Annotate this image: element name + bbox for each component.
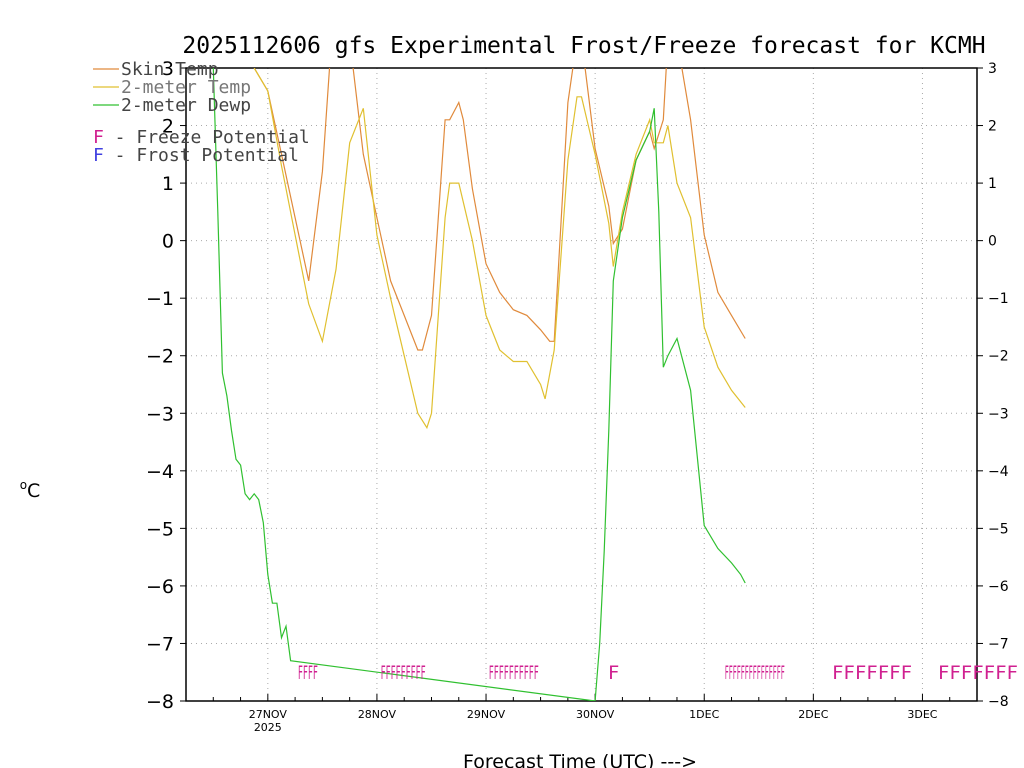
freeze-marker-group: FFFFFFFFF xyxy=(381,662,426,684)
y-tick-label-right: −5 xyxy=(988,521,1009,537)
y-tick-label-right: −4 xyxy=(988,464,1009,480)
y-tick-label-left: −7 xyxy=(146,633,174,655)
y-tick-label-left: −2 xyxy=(146,346,174,368)
legend-label: 2-meter Dewp xyxy=(121,95,251,116)
freeze-marker-group: FFFFFFFFFF xyxy=(489,662,539,684)
y-axis-unit-letter: C xyxy=(27,480,40,502)
y-tick-label-right: −8 xyxy=(988,694,1009,710)
chart-title: 2025112606 gfs Experimental Frost/Freeze… xyxy=(182,33,985,59)
x-tick-label: 29NOV xyxy=(467,708,506,721)
y-tick-label-right: −3 xyxy=(988,406,1009,422)
x-tick-label: 30NOV xyxy=(576,708,615,721)
freeze-marker-group: FFFFFFF xyxy=(832,662,912,684)
y-tick-label-left: −4 xyxy=(146,461,174,483)
y-tick-label-right: 2 xyxy=(988,119,997,135)
x-tick-sublabel: 2025 xyxy=(254,721,282,734)
x-axis-label: Forecast Time (UTC) ---> xyxy=(463,751,697,768)
legend-marker-symbol: F xyxy=(93,145,104,166)
x-tick-label: 27NOV xyxy=(249,708,288,721)
y-axis-unit: oC xyxy=(20,478,41,502)
plot-frame xyxy=(185,67,978,702)
y-tick-label-left: 1 xyxy=(162,173,174,195)
legend-marker-label: - Frost Potential xyxy=(104,145,299,166)
x-tick-label: 2DEC xyxy=(798,708,828,721)
freeze-marker-group: FFFFFFFFFFFFFFF xyxy=(725,662,785,684)
freeze-markers: FFFF FFFFFFFFF FFFFFFFFFF F FFFFFFFFFFFFFFF F… xyxy=(298,662,1018,684)
y-tick-label-left: −8 xyxy=(146,691,174,713)
y-tick-label-right: −2 xyxy=(988,349,1009,365)
y-tick-label-right: −6 xyxy=(988,579,1009,595)
y-axis-unit-degree: o xyxy=(20,478,27,492)
legend-marker-symbol: F xyxy=(93,127,104,148)
y-axis: 3 3 2 2 1 1 0 0 −1 −1 −2 −2 −3 −3 −4 −4 −5 −5 −6 −6 −7 −7 −8 −8 xyxy=(146,58,1009,713)
legend-label: Skin Temp xyxy=(121,59,219,80)
series-line-2-meter-dewp xyxy=(212,68,746,701)
grid xyxy=(186,68,977,701)
y-tick-label-left: 3 xyxy=(162,58,174,80)
y-tick-label-left: −1 xyxy=(146,288,174,310)
freeze-marker-group: F xyxy=(608,662,619,684)
x-tick-label: 1DEC xyxy=(689,708,719,721)
freeze-marker-group: FFFF xyxy=(298,662,318,684)
y-tick-label-left: 0 xyxy=(162,231,174,253)
y-tick-label-left: −6 xyxy=(146,576,174,598)
legend-marker-entry: F - Freeze Potential xyxy=(93,127,310,148)
freeze-marker-group: FFFFFFF xyxy=(938,662,1018,684)
series-line-2-meter-temp xyxy=(253,68,746,430)
y-tick-label-left: 2 xyxy=(162,116,174,138)
legend-marker-entry: F - Frost Potential xyxy=(93,145,299,166)
legend-marker-label: - Freeze Potential xyxy=(104,127,310,148)
x-tick-label: 28NOV xyxy=(358,708,397,721)
y-tick-label-right: 3 xyxy=(988,61,997,77)
y-tick-label-left: −5 xyxy=(146,518,174,540)
y-tick-label-right: −1 xyxy=(988,291,1009,307)
y-tick-label-right: −7 xyxy=(988,636,1009,652)
series-line-skin-temp xyxy=(253,68,746,351)
y-tick-label-right: 0 xyxy=(988,234,997,250)
y-tick-label-left: −3 xyxy=(146,403,174,425)
x-tick-label: 3DEC xyxy=(907,708,937,721)
legend-label: 2-meter Temp xyxy=(121,77,251,98)
series-lines xyxy=(212,68,746,701)
y-tick-label-right: 1 xyxy=(988,176,997,192)
